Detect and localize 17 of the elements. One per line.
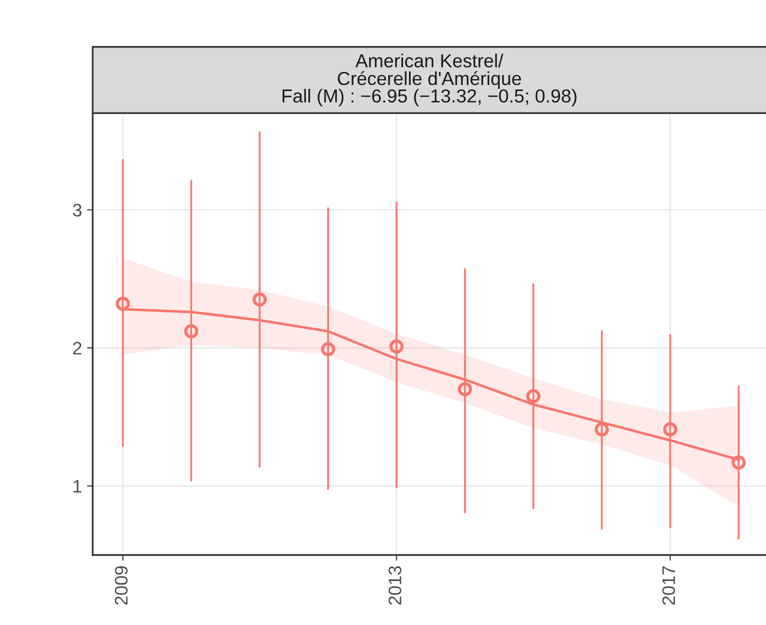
- point: [526, 389, 540, 404]
- point: [732, 455, 746, 470]
- point: [594, 422, 609, 436]
- x-tick-label: 2009: [114, 566, 128, 605]
- point: [252, 292, 267, 307]
- point: [116, 296, 130, 311]
- x-tick-label: 2013: [388, 566, 402, 605]
- point: [389, 339, 404, 354]
- y-tick-label: 1: [74, 480, 82, 492]
- point: [184, 324, 198, 338]
- point: [663, 422, 678, 436]
- chart-title: American Kestrel/ Crécerelle d'Amérique Fall (M) : −6.95 (−13.32, −0.5; 0.98): [282, 54, 576, 106]
- point: [320, 342, 336, 356]
- y-tick-label: 3: [72, 204, 82, 217]
- point: [458, 382, 472, 396]
- x-tick-label: 2017: [662, 566, 676, 605]
- y-tick-label: 2: [73, 342, 82, 354]
